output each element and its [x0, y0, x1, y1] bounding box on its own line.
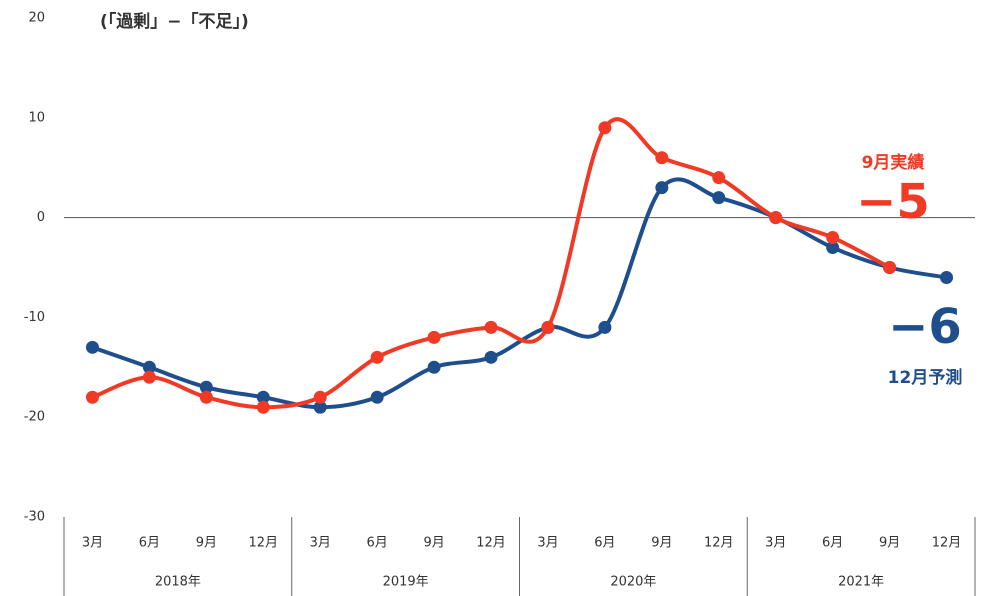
data-point [883, 261, 897, 274]
x-tick-label: 3月 [765, 536, 786, 551]
y-tick-label: 20 [28, 11, 45, 26]
x-tick-label: 12月 [249, 536, 279, 551]
y-tick-label: -20 [24, 410, 45, 425]
annotation: −6 [888, 299, 962, 355]
data-point [199, 390, 213, 404]
y-tick-label: 0 [37, 210, 45, 225]
y-tick-label: 10 [28, 110, 45, 125]
data-point [199, 380, 213, 394]
data-point [313, 400, 327, 414]
series-line [91, 117, 891, 410]
chart-title: (「過剰」−「不足」) [100, 11, 249, 32]
data-point [370, 350, 384, 364]
x-tick-label: 9月 [651, 536, 672, 551]
data-point [598, 121, 612, 135]
data-point [142, 360, 156, 374]
series-line [91, 177, 947, 410]
x-tick-label: 9月 [196, 536, 217, 551]
x-tick-label: 6月 [822, 536, 843, 551]
x-tick-label: 3月 [537, 536, 558, 551]
x-tick-label: 12月 [932, 536, 962, 551]
data-point [655, 151, 669, 165]
year-label: 2020年 [610, 575, 656, 590]
data-point [655, 181, 669, 195]
annotation: 12月予測 [888, 367, 963, 388]
y-tick-label: -10 [24, 310, 45, 325]
data-point [427, 330, 441, 344]
data-point [940, 270, 954, 284]
year-label: 2018年 [155, 575, 201, 590]
x-tick-label: 6月 [367, 536, 388, 551]
annotation: 9月実績 [862, 152, 925, 173]
data-point [484, 320, 498, 334]
annotation: −5 [856, 174, 930, 230]
x-tick-label: 6月 [139, 536, 160, 551]
x-tick-label: 6月 [594, 536, 615, 551]
x-tick-label: 12月 [704, 536, 734, 551]
data-point [541, 320, 555, 334]
year-label: 2019年 [383, 575, 429, 590]
data-point [370, 390, 384, 404]
data-point [826, 241, 840, 255]
y-tick-label: -30 [24, 510, 45, 525]
data-point [256, 400, 270, 414]
data-point [85, 340, 99, 354]
x-tick-label: 9月 [423, 536, 444, 551]
x-tick-label: 12月 [476, 536, 506, 551]
data-point [712, 191, 726, 205]
data-point [427, 360, 441, 374]
data-point [142, 370, 156, 384]
x-tick-label: 3月 [310, 536, 331, 551]
year-label: 2021年 [838, 575, 884, 590]
x-tick-label: 9月 [879, 536, 900, 551]
data-point [769, 211, 783, 225]
x-tick-label: 3月 [82, 536, 103, 551]
data-point [313, 390, 327, 404]
data-point [826, 231, 840, 245]
data-point [256, 390, 270, 404]
data-point [598, 320, 612, 334]
data-point [85, 390, 99, 404]
data-point [712, 171, 726, 185]
data-point [484, 350, 498, 364]
